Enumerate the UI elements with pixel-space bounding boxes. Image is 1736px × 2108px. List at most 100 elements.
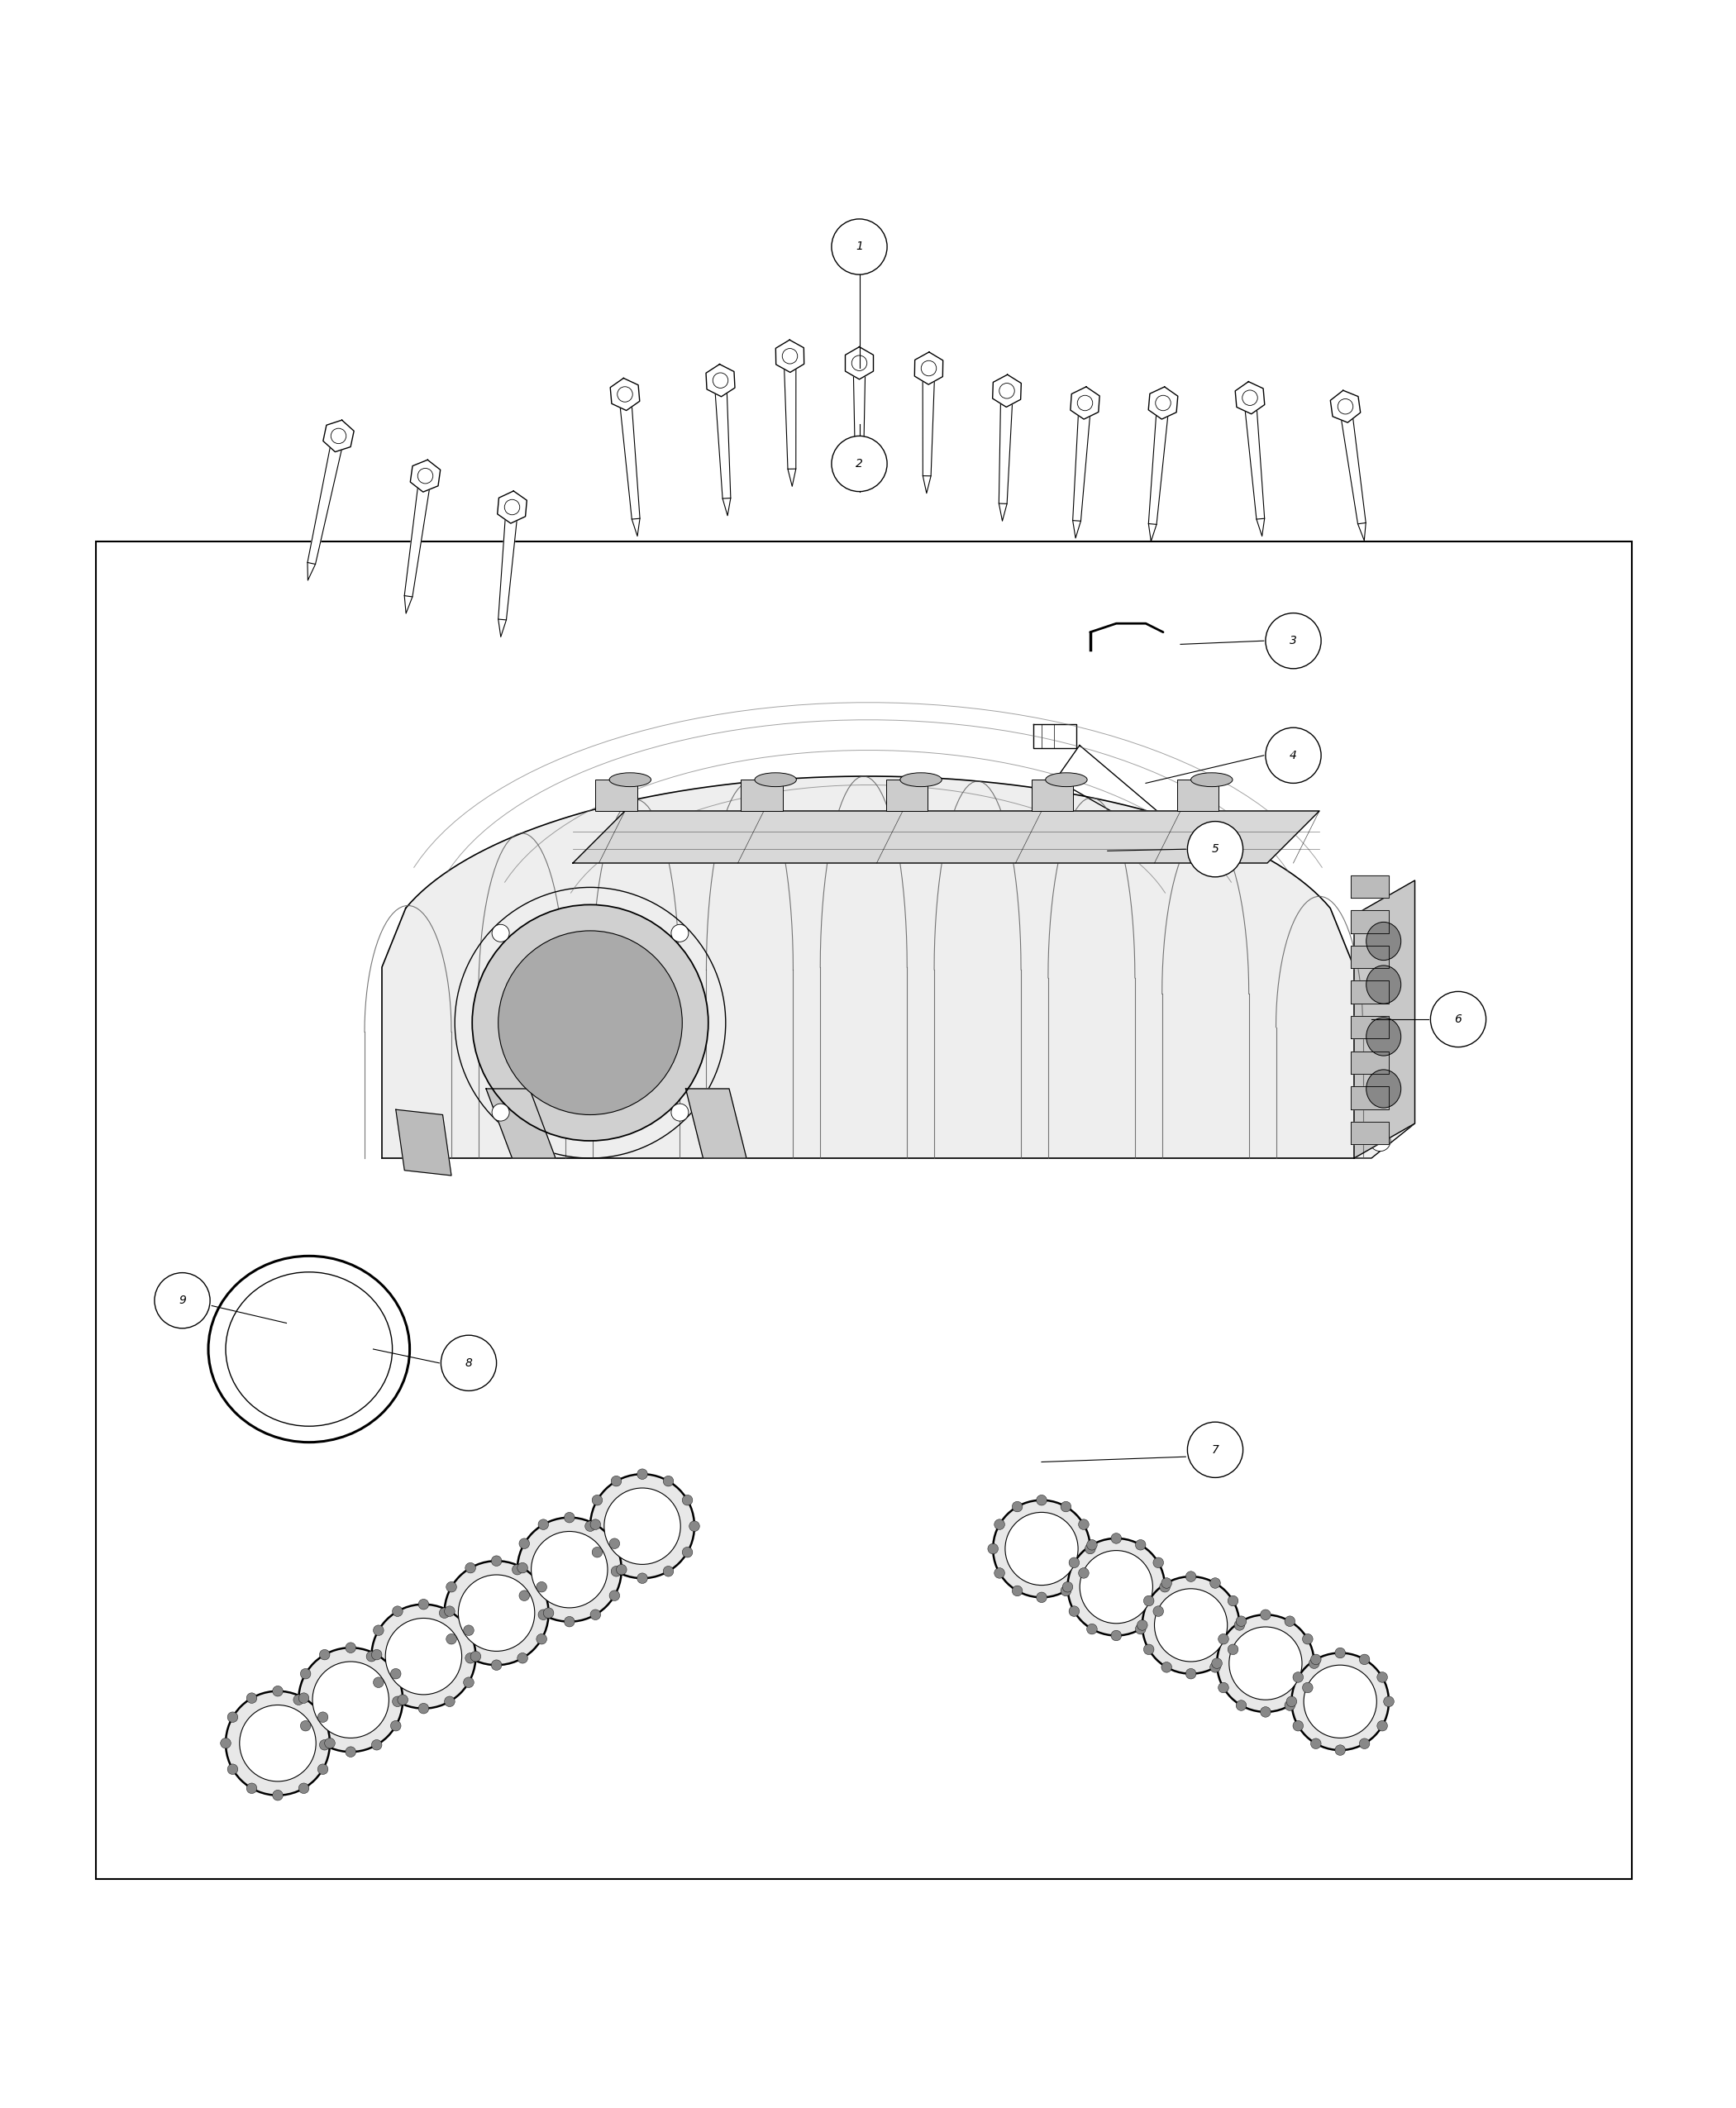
Circle shape bbox=[372, 1739, 382, 1750]
Polygon shape bbox=[486, 1088, 556, 1157]
Circle shape bbox=[512, 1564, 523, 1575]
Circle shape bbox=[1012, 1585, 1023, 1596]
Circle shape bbox=[1137, 1619, 1147, 1629]
Circle shape bbox=[1154, 1589, 1227, 1661]
Polygon shape bbox=[1149, 388, 1177, 419]
Circle shape bbox=[682, 1547, 693, 1558]
Circle shape bbox=[1208, 1130, 1229, 1151]
Circle shape bbox=[995, 1520, 1005, 1530]
Bar bbox=[741, 780, 783, 812]
Circle shape bbox=[1005, 1511, 1078, 1585]
Circle shape bbox=[300, 1670, 311, 1678]
Circle shape bbox=[1187, 822, 1243, 877]
Circle shape bbox=[1087, 1539, 1097, 1549]
Circle shape bbox=[498, 932, 682, 1115]
Circle shape bbox=[611, 1476, 621, 1486]
Circle shape bbox=[1186, 1670, 1196, 1678]
Text: 2: 2 bbox=[856, 457, 863, 470]
Polygon shape bbox=[1330, 390, 1361, 422]
Circle shape bbox=[1135, 1623, 1146, 1634]
Circle shape bbox=[592, 1495, 602, 1505]
Circle shape bbox=[519, 1539, 529, 1549]
Bar bbox=[95, 542, 1632, 1878]
Polygon shape bbox=[1351, 1121, 1389, 1145]
Circle shape bbox=[1302, 1634, 1312, 1644]
Polygon shape bbox=[1149, 403, 1168, 525]
Circle shape bbox=[637, 1573, 648, 1583]
Circle shape bbox=[1286, 1697, 1297, 1707]
Circle shape bbox=[1219, 1634, 1229, 1644]
Circle shape bbox=[993, 1501, 1090, 1598]
Ellipse shape bbox=[917, 365, 941, 371]
Circle shape bbox=[345, 1642, 356, 1653]
Circle shape bbox=[293, 1695, 304, 1705]
Circle shape bbox=[682, 1495, 693, 1505]
Text: 4: 4 bbox=[1290, 750, 1297, 761]
Circle shape bbox=[1293, 1672, 1304, 1682]
Circle shape bbox=[1087, 1623, 1097, 1634]
Polygon shape bbox=[573, 812, 1319, 862]
Circle shape bbox=[491, 1659, 502, 1670]
Circle shape bbox=[491, 925, 509, 942]
Circle shape bbox=[519, 1589, 529, 1600]
Polygon shape bbox=[307, 434, 344, 565]
Circle shape bbox=[604, 1488, 681, 1564]
Circle shape bbox=[391, 1720, 401, 1731]
Circle shape bbox=[418, 1703, 429, 1714]
Text: 9: 9 bbox=[179, 1294, 186, 1307]
Circle shape bbox=[1234, 1619, 1245, 1629]
Bar bbox=[1177, 780, 1219, 812]
Polygon shape bbox=[382, 1124, 1415, 1157]
Circle shape bbox=[590, 1611, 601, 1619]
Circle shape bbox=[319, 1648, 330, 1659]
Polygon shape bbox=[715, 379, 731, 497]
Bar bbox=[1031, 780, 1073, 812]
Circle shape bbox=[1068, 1539, 1165, 1636]
Circle shape bbox=[247, 1693, 257, 1703]
Circle shape bbox=[1160, 1581, 1170, 1592]
Circle shape bbox=[672, 925, 689, 942]
Circle shape bbox=[418, 1600, 429, 1611]
Circle shape bbox=[491, 1105, 509, 1121]
Circle shape bbox=[312, 1661, 389, 1737]
Circle shape bbox=[439, 1608, 450, 1619]
Circle shape bbox=[538, 1611, 549, 1619]
Circle shape bbox=[464, 1625, 474, 1636]
Circle shape bbox=[663, 1566, 674, 1577]
Polygon shape bbox=[776, 339, 804, 373]
Ellipse shape bbox=[226, 1271, 392, 1427]
Polygon shape bbox=[1354, 881, 1415, 1157]
Polygon shape bbox=[1351, 946, 1389, 968]
Polygon shape bbox=[498, 506, 517, 620]
Polygon shape bbox=[1033, 725, 1076, 748]
Circle shape bbox=[372, 1604, 476, 1707]
Polygon shape bbox=[707, 365, 734, 396]
Circle shape bbox=[318, 1764, 328, 1775]
Circle shape bbox=[592, 1547, 602, 1558]
Polygon shape bbox=[1071, 386, 1099, 419]
Circle shape bbox=[590, 1473, 694, 1579]
Circle shape bbox=[616, 1564, 627, 1575]
Ellipse shape bbox=[613, 390, 637, 398]
Circle shape bbox=[392, 1697, 403, 1707]
Bar bbox=[595, 780, 637, 812]
Ellipse shape bbox=[1366, 1069, 1401, 1109]
Circle shape bbox=[531, 1530, 608, 1608]
Circle shape bbox=[1069, 1558, 1080, 1568]
Circle shape bbox=[155, 1273, 210, 1328]
Circle shape bbox=[1142, 1577, 1240, 1674]
Circle shape bbox=[1085, 1543, 1095, 1554]
Circle shape bbox=[444, 1697, 455, 1707]
Circle shape bbox=[1036, 1592, 1047, 1602]
Circle shape bbox=[585, 1522, 595, 1530]
Circle shape bbox=[1227, 1644, 1238, 1655]
Circle shape bbox=[1359, 1739, 1370, 1750]
Ellipse shape bbox=[1366, 965, 1401, 1003]
Polygon shape bbox=[1351, 1052, 1389, 1073]
Circle shape bbox=[1144, 1596, 1154, 1606]
Ellipse shape bbox=[1366, 1018, 1401, 1056]
Circle shape bbox=[1061, 1585, 1071, 1596]
Ellipse shape bbox=[1238, 394, 1262, 401]
Ellipse shape bbox=[847, 360, 871, 367]
Circle shape bbox=[1377, 1720, 1387, 1731]
